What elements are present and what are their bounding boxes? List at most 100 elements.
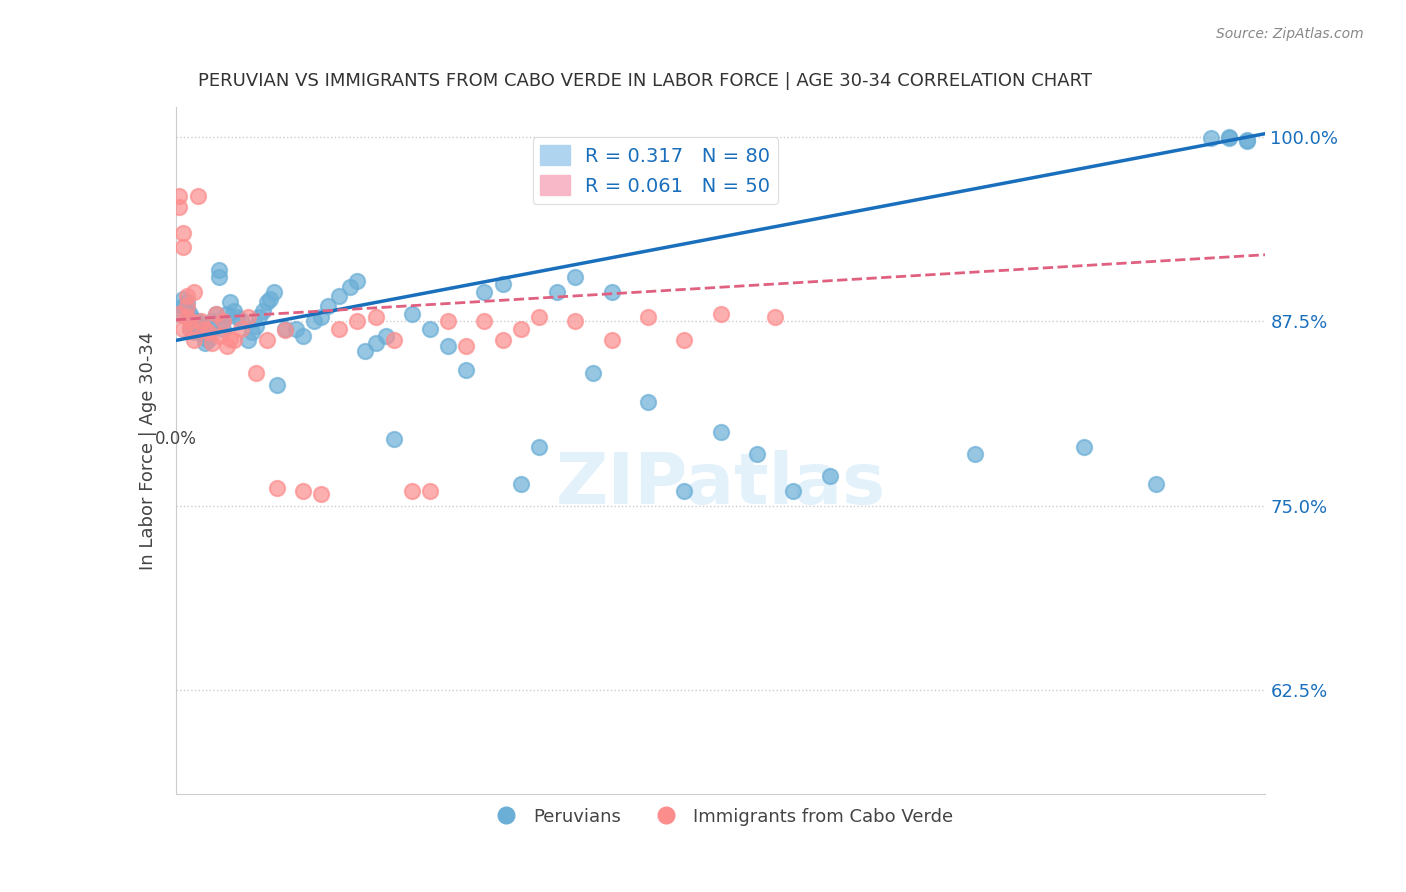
Point xyxy=(219,332,242,346)
Point xyxy=(456,363,478,377)
Point xyxy=(710,307,733,321)
Point xyxy=(240,325,263,339)
Point xyxy=(204,307,226,321)
Point xyxy=(201,336,224,351)
Point xyxy=(194,329,217,343)
Point xyxy=(172,321,194,335)
Point xyxy=(197,325,219,339)
Point xyxy=(179,307,201,321)
Point xyxy=(238,334,260,348)
Point xyxy=(328,321,350,335)
Point xyxy=(179,314,201,328)
Point xyxy=(353,343,375,358)
Point xyxy=(492,334,515,348)
Point xyxy=(176,310,198,324)
Point xyxy=(222,304,245,318)
Point xyxy=(183,325,205,339)
Point xyxy=(456,339,478,353)
Point xyxy=(222,334,245,348)
Point xyxy=(382,433,405,447)
Point xyxy=(1236,134,1258,148)
Point xyxy=(266,481,288,495)
Point xyxy=(437,339,460,353)
Point xyxy=(419,484,441,499)
Point xyxy=(212,314,235,328)
Point xyxy=(256,295,278,310)
Point xyxy=(1073,440,1095,454)
Text: Source: ZipAtlas.com: Source: ZipAtlas.com xyxy=(1216,27,1364,41)
Point xyxy=(274,323,297,337)
Point xyxy=(231,321,253,335)
Point xyxy=(782,484,804,499)
Point xyxy=(169,307,191,321)
Point xyxy=(364,336,387,351)
Point xyxy=(208,262,231,277)
Point xyxy=(582,366,605,380)
Point xyxy=(263,285,285,299)
Point xyxy=(818,469,841,483)
Point xyxy=(176,289,198,303)
Point xyxy=(172,292,194,306)
Point xyxy=(1218,129,1240,144)
Point xyxy=(346,274,368,288)
Point xyxy=(401,307,423,321)
Point xyxy=(226,310,249,324)
Point xyxy=(346,314,368,328)
Text: PERUVIAN VS IMMIGRANTS FROM CABO VERDE IN LABOR FORCE | AGE 30-34 CORRELATION CH: PERUVIAN VS IMMIGRANTS FROM CABO VERDE I… xyxy=(197,72,1091,90)
Point xyxy=(183,312,205,326)
Point xyxy=(401,484,423,499)
Point xyxy=(190,326,212,340)
Point xyxy=(176,310,198,324)
Point xyxy=(763,310,786,324)
Point xyxy=(1218,131,1240,145)
Point xyxy=(190,314,212,328)
Point xyxy=(437,314,460,328)
Point xyxy=(179,314,201,328)
Point xyxy=(169,201,191,215)
Point xyxy=(183,285,205,299)
Point xyxy=(201,314,224,328)
Point xyxy=(266,377,288,392)
Point xyxy=(247,310,270,324)
Point xyxy=(183,334,205,348)
Point xyxy=(745,447,768,461)
Point xyxy=(318,300,340,314)
Point xyxy=(291,329,314,343)
Text: 0.0%: 0.0% xyxy=(155,430,197,448)
Point xyxy=(673,484,696,499)
Point xyxy=(673,334,696,348)
Text: ZIPatlas: ZIPatlas xyxy=(555,450,886,519)
Point xyxy=(172,300,194,314)
Point xyxy=(169,188,191,202)
Point xyxy=(419,321,441,335)
Point xyxy=(194,336,217,351)
Point xyxy=(637,395,659,409)
Point xyxy=(509,321,531,335)
Point xyxy=(179,321,201,335)
Point xyxy=(252,304,274,318)
Point xyxy=(169,307,191,321)
Point xyxy=(302,314,325,328)
Point xyxy=(176,300,198,314)
Point xyxy=(284,321,307,335)
Point xyxy=(600,285,623,299)
Point xyxy=(364,310,387,324)
Point xyxy=(176,302,198,317)
Point xyxy=(231,312,253,326)
Point xyxy=(564,269,586,284)
Point xyxy=(1199,131,1222,145)
Point xyxy=(309,310,332,324)
Point xyxy=(375,329,398,343)
Point xyxy=(172,226,194,240)
Point xyxy=(600,334,623,348)
Point xyxy=(176,295,198,310)
Point xyxy=(1146,476,1168,491)
Point xyxy=(710,425,733,439)
Point xyxy=(215,339,238,353)
Point xyxy=(474,314,496,328)
Point xyxy=(546,285,568,299)
Point xyxy=(509,476,531,491)
Point xyxy=(245,318,267,333)
Point xyxy=(564,314,586,328)
Point xyxy=(238,310,260,324)
